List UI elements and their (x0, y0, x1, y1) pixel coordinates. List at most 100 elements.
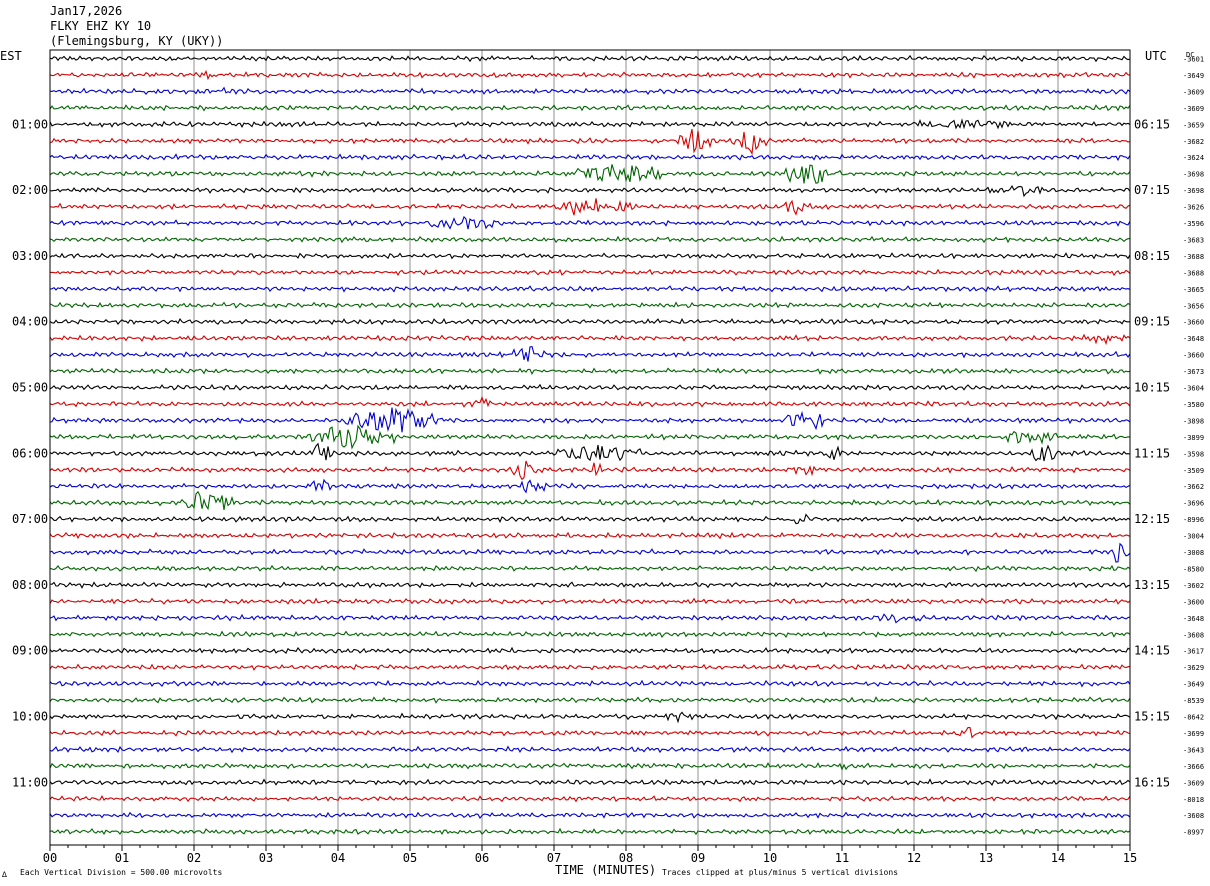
dc-offset-label: -3699 (1183, 730, 1204, 738)
minute-gridlines (121, 50, 1059, 845)
corner-mark: ∆ (1, 870, 7, 879)
trace-line (49, 235, 1130, 244)
dc-offset-label: -3626 (1183, 204, 1204, 212)
x-tick-label: 06 (475, 851, 489, 865)
x-tick-label: 14 (1051, 851, 1065, 865)
trace-line (49, 513, 1131, 525)
trace-line (49, 128, 1131, 156)
x-tick-label: 13 (979, 851, 993, 865)
trace-line (49, 424, 1131, 450)
x-tick-label: 11 (835, 851, 849, 865)
trace-line (49, 69, 1131, 81)
utc-hour-label: 10:15 (1134, 381, 1170, 395)
dc-offset-label: -3688 (1183, 269, 1204, 277)
trace-line (49, 407, 1131, 433)
dc-offset-label: -3662 (1183, 483, 1204, 491)
utc-hour-label: 07:15 (1134, 183, 1170, 197)
dc-offset-label: -3659 (1183, 121, 1204, 129)
trace-line (49, 613, 1131, 624)
dc-offset-label: -3656 (1183, 302, 1204, 310)
trace-line (49, 198, 1131, 216)
trace-line (49, 164, 1131, 184)
est-hour-label: 05:00 (12, 381, 48, 395)
trace-line (49, 727, 1131, 739)
dc-offset-label: -3698 (1183, 187, 1204, 195)
utc-hour-label: 11:15 (1134, 446, 1170, 460)
est-hour-labels: 01:00 02:00 03:00 04:00 05:00 06:00 07:00 08:00… (12, 117, 48, 789)
est-hour-label: 06:00 (12, 446, 48, 460)
dc-offset-label: -3648 (1183, 615, 1204, 623)
trace-line (49, 54, 1131, 63)
dc-offset-labels: -3601 -3649 -3609 -3609 -3659 -3682 -3624 -3698… (1183, 56, 1204, 837)
trace-line (49, 542, 1131, 563)
x-tick-label: 01 (115, 851, 129, 865)
trace-line (49, 333, 1131, 346)
dc-offset-label: -3665 (1183, 286, 1204, 294)
trace-line (49, 460, 1131, 481)
x-tick-label: 03 (259, 851, 273, 865)
dc-offset-label: -3660 (1183, 352, 1204, 360)
dc-offset-label: -3580 (1183, 401, 1204, 409)
dc-offset-label: -8018 (1183, 796, 1204, 804)
est-hour-label: 08:00 (12, 578, 48, 592)
x-tick-label: 00 (43, 851, 57, 865)
x-tick-label: 12 (907, 851, 921, 865)
trace-line (49, 118, 1131, 130)
trace-line (49, 442, 1131, 462)
dc-offset-label: -3698 (1183, 171, 1204, 179)
dc-offset-label: -3598 (1183, 450, 1204, 458)
est-hour-label: 02:00 (12, 183, 48, 197)
utc-hour-label: 16:15 (1134, 775, 1170, 789)
station-label: FLKY EHZ KY 10 (50, 19, 152, 33)
dc-offset-label: -8642 (1183, 714, 1204, 722)
dc-offset-label: -3624 (1183, 154, 1204, 162)
trace-line (49, 679, 1131, 688)
est-hour-label: 04:00 (12, 315, 48, 329)
trace-line (49, 630, 1131, 639)
trace-line (49, 696, 1131, 704)
utc-hour-label: 06:15 (1134, 117, 1170, 131)
dc-offset-label: -3683 (1183, 236, 1204, 244)
trace-line (49, 86, 1131, 95)
dc-offset-label: -3660 (1183, 319, 1204, 327)
clip-note: Traces clipped at plus/minus 5 vertical … (662, 868, 898, 877)
trace-line (49, 663, 1131, 671)
x-tick-label: 04 (331, 851, 345, 865)
utc-hour-label: 08:15 (1134, 249, 1170, 263)
date-label: Jan17,2026 (50, 4, 123, 18)
trace-line (49, 778, 1131, 787)
est-timezone-label: EST (0, 49, 22, 63)
trace-line (49, 215, 1131, 230)
x-tick-label: 15 (1123, 851, 1137, 865)
x-tick-label: 02 (187, 851, 201, 865)
dc-offset-label: -3643 (1183, 746, 1204, 754)
x-tick-label: 07 (547, 851, 561, 865)
trace-line (49, 184, 1131, 198)
utc-hour-label: 14:15 (1134, 644, 1170, 658)
trace-line (49, 478, 1131, 494)
dc-offset-label: -3666 (1183, 763, 1204, 771)
trace-line (49, 301, 1131, 309)
trace-line (49, 317, 1131, 326)
dc-offset-label: -3602 (1183, 582, 1204, 590)
utc-hour-labels: 06:15 07:15 08:15 09:15 10:15 11:15 12:15 13:15… (1134, 117, 1170, 789)
trace-line (49, 367, 1131, 376)
dc-offset-label: -3008 (1183, 549, 1204, 557)
trace-line (49, 490, 1131, 511)
trace-line (49, 811, 1131, 819)
trace-line (49, 745, 1131, 754)
trace-line (49, 153, 1131, 162)
dc-offset-label: -3682 (1183, 138, 1204, 146)
dc-offset-label: -3601 (1183, 56, 1204, 64)
trace-line (49, 581, 1131, 589)
trace-line (49, 795, 1131, 803)
utc-hour-label: 09:15 (1134, 315, 1170, 329)
dc-offset-label: -3600 (1183, 598, 1204, 606)
dc-offset-label: -3899 (1183, 434, 1204, 442)
trace-line (49, 531, 1131, 540)
est-hour-label: 10:00 (12, 710, 48, 724)
dc-offset-label: -3609 (1183, 88, 1204, 96)
trace-line (49, 646, 1131, 655)
dc-offset-label: -3649 (1183, 72, 1204, 80)
